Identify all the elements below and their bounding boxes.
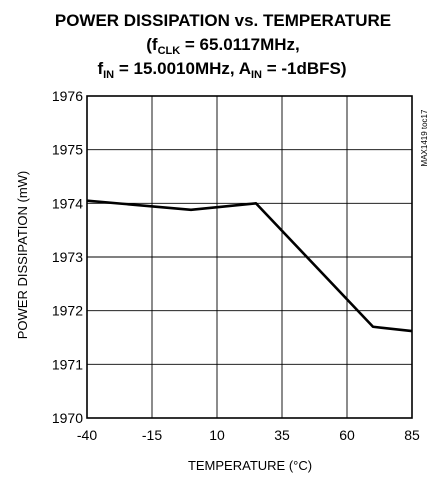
y-tick-label: 1974	[52, 195, 83, 211]
figure-code: MAX1419 toc17	[420, 109, 429, 166]
plot-frame	[86, 95, 413, 419]
x-tick-label: 10	[209, 427, 225, 443]
x-tick-labels: -40 -15 10 35 60 85	[77, 427, 420, 443]
x-tick-label: 35	[274, 427, 290, 443]
series-line	[86, 199, 413, 333]
x-tick-label: -40	[77, 427, 97, 443]
y-tick-labels: 1970 1971 1972 1973 1974 1975 1976	[52, 88, 83, 426]
y-tick-label: 1973	[52, 249, 83, 265]
grid-lines	[87, 96, 412, 418]
series-line-group	[86, 199, 413, 333]
y-tick-label: 1972	[52, 303, 83, 319]
x-tick-label: 85	[404, 427, 420, 443]
y-axis-label: POWER DISSIPATION (mW)	[15, 171, 30, 340]
y-tick-label: 1970	[52, 410, 83, 426]
y-tick-label: 1971	[52, 356, 83, 372]
chart-title: POWER DISSIPATION vs. TEMPERATURE (fCLK …	[55, 11, 391, 81]
y-tick-label: 1976	[52, 88, 83, 104]
title-line-3: fIN = 15.0010MHz, AIN = -1dBFS)	[97, 59, 346, 81]
x-tick-label: -15	[142, 427, 162, 443]
x-tick-label: 60	[339, 427, 355, 443]
y-tick-label: 1975	[52, 142, 83, 158]
title-line-1: POWER DISSIPATION vs. TEMPERATURE	[55, 11, 391, 30]
x-axis-label: TEMPERATURE (°C)	[188, 458, 312, 473]
title-line-2: (fCLK = 65.0117MHz,	[146, 35, 300, 57]
